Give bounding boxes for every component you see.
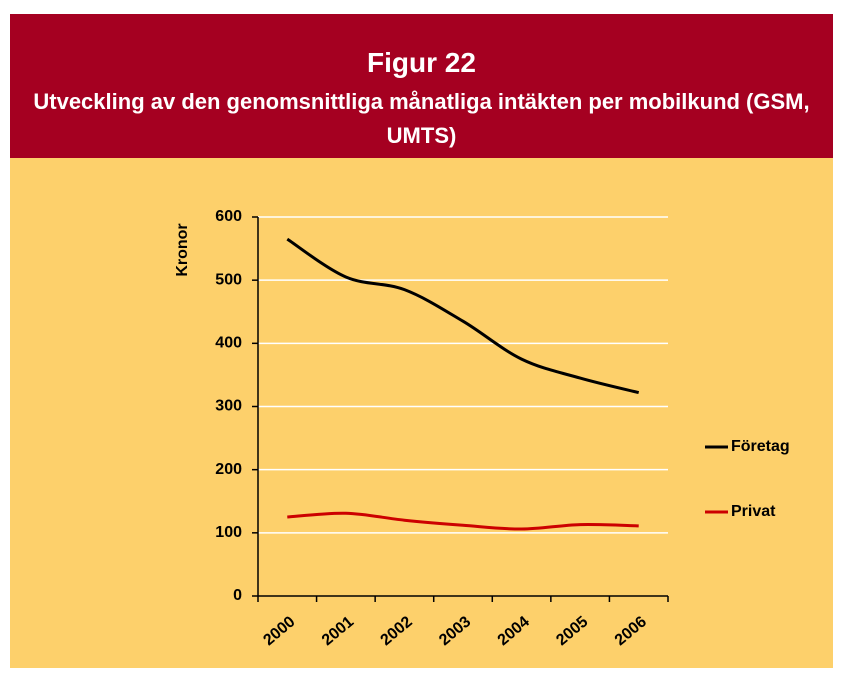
x-tick-label: 2005	[553, 613, 591, 649]
y-tick-label: 300	[215, 398, 242, 415]
legend-label: Företag	[731, 438, 790, 455]
x-tick-label: 2004	[495, 613, 533, 649]
legend-label: Privat	[731, 503, 776, 520]
chart-subtitle: Utveckling av den genomsnittliga månatli…	[33, 89, 810, 148]
header: Figur 22 Utveckling av den genomsnittlig…	[10, 14, 833, 158]
chart-title: Figur 22	[367, 47, 476, 78]
y-axis-label: Kronor	[174, 223, 191, 276]
series-line	[287, 511, 639, 531]
y-tick-label: 600	[215, 208, 242, 225]
y-tick-label: 400	[215, 335, 242, 352]
y-tick-label: 200	[215, 461, 242, 478]
x-tick-label: 2002	[378, 613, 416, 649]
chart-panel	[10, 158, 833, 668]
y-tick-label: 100	[215, 524, 242, 541]
x-tick-label: 2003	[436, 613, 474, 649]
series-line	[286, 237, 640, 395]
y-tick-label: 0	[233, 587, 242, 604]
x-tick-label: 2000	[260, 613, 298, 649]
x-tick-label: 2006	[612, 613, 650, 649]
x-tick-label: 2001	[319, 613, 357, 649]
y-tick-label: 500	[215, 271, 242, 288]
